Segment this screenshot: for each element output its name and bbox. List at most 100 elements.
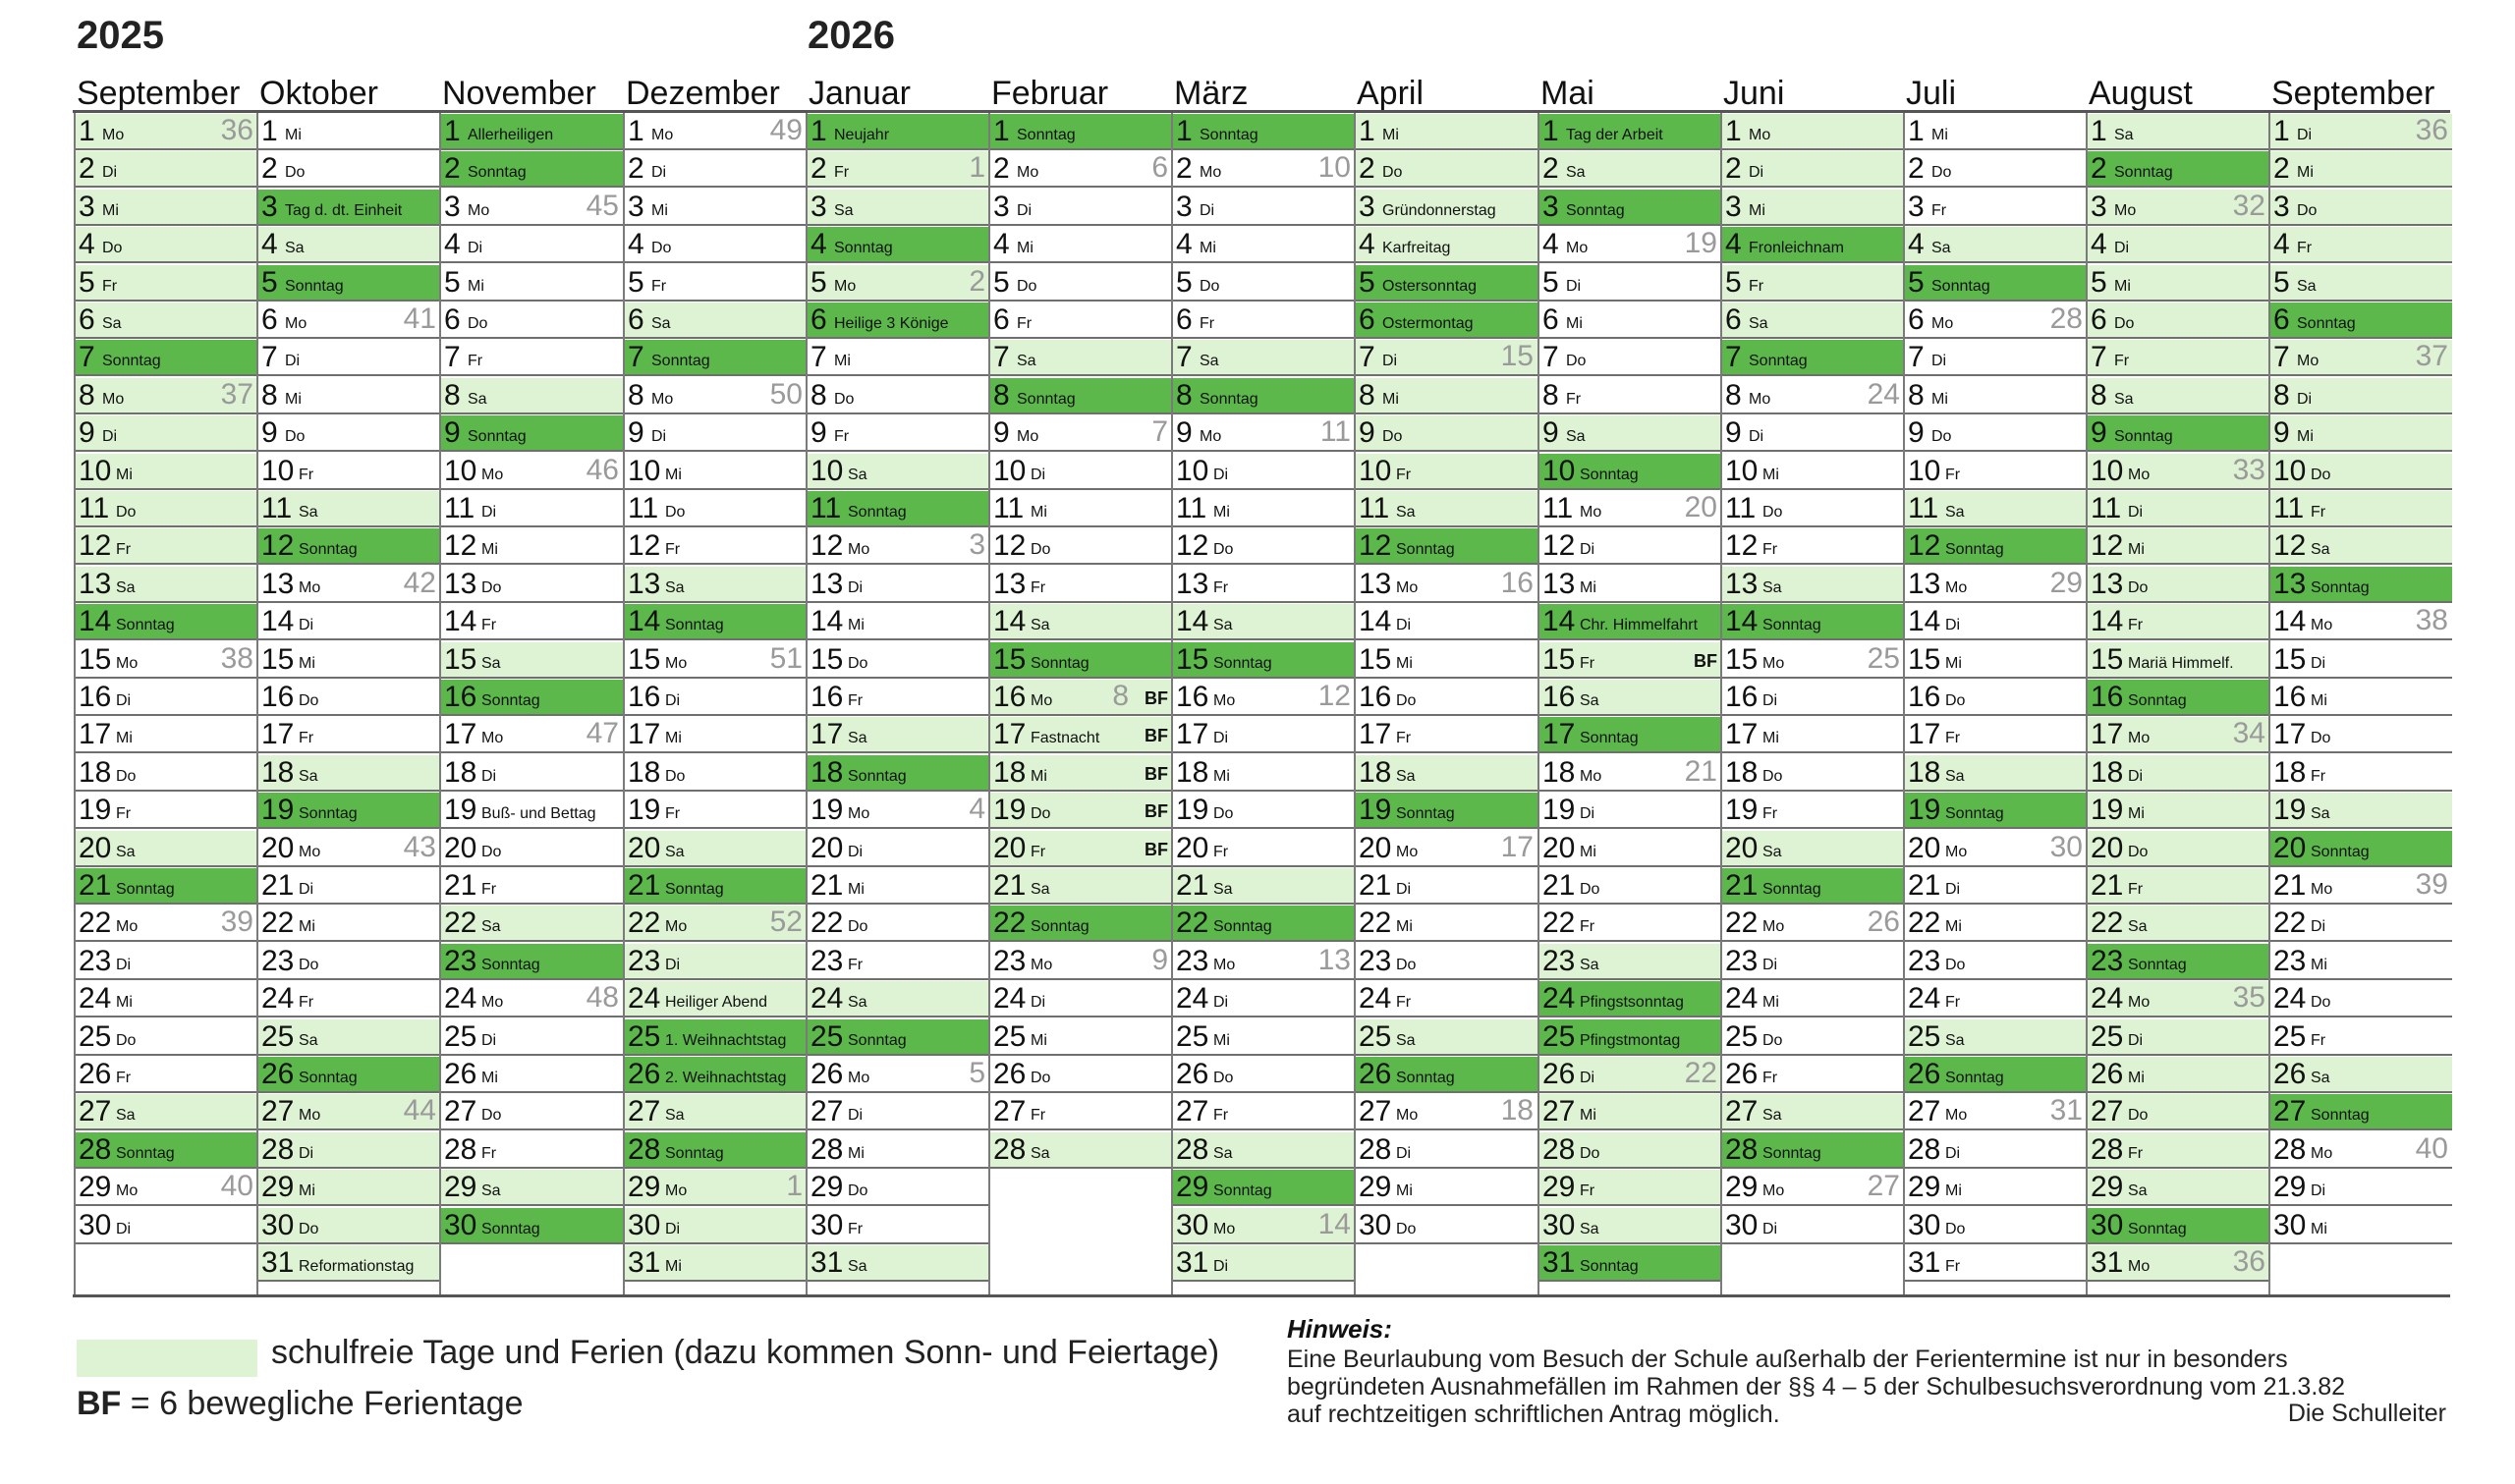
- weekday-label: Di: [1382, 353, 1398, 369]
- day-number: 17: [1725, 718, 1759, 750]
- weekday-label: Sa: [665, 579, 685, 596]
- day-number: 14: [79, 605, 112, 637]
- week-number: 37: [220, 378, 253, 411]
- day-cell: 2 Mo 10: [1172, 151, 1355, 188]
- day-number: 17: [810, 718, 844, 750]
- day-cell: 25 Do: [75, 1019, 257, 1056]
- day-cell: 14 Sa: [1172, 604, 1355, 640]
- day-number: 15: [444, 643, 477, 676]
- weekday-label: Sonntag: [1031, 655, 1090, 672]
- day-number: 15: [2273, 643, 2307, 676]
- weekday-label: Mo: [1566, 240, 1589, 256]
- day-number: 26: [1176, 1058, 1209, 1090]
- day-cell: 15 Sa: [440, 642, 623, 679]
- week-number: 24: [1867, 378, 1900, 411]
- day-cell: 7 Fr: [2087, 340, 2269, 376]
- day-number: 20: [628, 832, 661, 864]
- day-number: 19: [2091, 794, 2124, 826]
- weekday-label: Di: [1200, 202, 1215, 219]
- weekday-label: Di: [1031, 467, 1046, 483]
- day-number: 31: [2091, 1246, 2124, 1279]
- week-number: 11: [1319, 415, 1351, 448]
- day-cell: 20 Mo 17: [1355, 831, 1537, 867]
- weekday-label: Di: [848, 1107, 864, 1124]
- weekday-label: Fr: [1200, 315, 1215, 332]
- day-cell: 2 Sonntag: [440, 151, 623, 188]
- weekday-label: Mo: [1945, 844, 1968, 860]
- weekday-label: Do: [1566, 353, 1587, 369]
- day-number: 18: [628, 756, 661, 789]
- day-number: 3: [1359, 191, 1375, 223]
- weekday-label: Mo: [1762, 1182, 1785, 1199]
- weekday-label: Mi: [299, 1182, 315, 1199]
- weekday-label: Mi: [481, 541, 498, 558]
- weekday-label: Do: [116, 504, 137, 521]
- weekday-label: Do: [665, 768, 686, 785]
- weekday-label: Sonntag: [848, 768, 907, 785]
- day-cell: 3 Mi: [75, 190, 257, 226]
- day-cell: 12 Do: [1172, 528, 1355, 565]
- day-cell: 22 Fr: [1538, 906, 1721, 942]
- day-cell: 17 Fr: [257, 717, 440, 753]
- day-cell: 29 Mi: [1904, 1170, 2087, 1206]
- day-cell: 17 Fastnacht BF: [989, 717, 1172, 753]
- week-number: 36: [2415, 114, 2448, 146]
- day-cell: 25 Sa: [1355, 1019, 1537, 1056]
- day-cell: 24 Fr: [257, 981, 440, 1017]
- day-cell: 14 Sonntag: [624, 604, 807, 640]
- weekday-label: Mi: [1031, 768, 1047, 785]
- weekday-label: Mi: [2128, 541, 2145, 558]
- day-number: 25: [2273, 1020, 2307, 1053]
- day-number: 4: [2091, 228, 2107, 260]
- day-cell: 22 Di: [2269, 906, 2452, 942]
- day-cell: 16 Di: [75, 680, 257, 716]
- week-number: 9: [1151, 944, 1168, 976]
- day-cell: 25 Sa: [257, 1019, 440, 1056]
- day-number: 13: [2273, 568, 2307, 600]
- month-name: August: [2089, 75, 2193, 112]
- weekday-label: Do: [2297, 202, 2318, 219]
- day-number: 28: [2091, 1133, 2124, 1166]
- day-cell: 4 Fronleichnam: [1721, 227, 1904, 263]
- day-cell: 12 Sonntag: [1355, 528, 1537, 565]
- day-number: 29: [1176, 1171, 1209, 1203]
- day-number: 23: [810, 945, 844, 977]
- week-number: 20: [1684, 491, 1717, 523]
- day-number: 19: [444, 794, 477, 826]
- weekday-label: Ostersonntag: [1382, 278, 1478, 295]
- weekday-label: Fr: [116, 541, 132, 558]
- weekday-label: Mo: [1200, 164, 1222, 181]
- day-number: 1: [993, 115, 1010, 147]
- weekday-label: Mo: [1200, 428, 1222, 445]
- column-separator: [1354, 113, 1356, 1296]
- day-number: 3: [628, 191, 644, 223]
- week-number: 14: [1317, 1208, 1351, 1240]
- weekday-label: Mi: [1031, 1032, 1047, 1049]
- day-cell: 22 Mo 26: [1721, 906, 1904, 942]
- day-cell: 29 Fr: [1538, 1170, 1721, 1206]
- day-cell: 15 Mo 38: [75, 642, 257, 679]
- weekday-label: Sa: [2311, 541, 2330, 558]
- day-number: 17: [1359, 718, 1392, 750]
- day-cell: 10 Fr: [1355, 454, 1537, 490]
- day-cell: 23 Di: [1721, 944, 1904, 980]
- weekday-label: Sonntag: [116, 881, 175, 898]
- day-number: 15: [261, 643, 295, 676]
- day-cell: 17 Mi: [1721, 717, 1904, 753]
- day-cell: 17 Do: [2269, 717, 2452, 753]
- weekday-label: Mi: [1213, 504, 1230, 521]
- day-cell: 31 Sonntag: [1538, 1245, 1721, 1282]
- week-number: 6: [1151, 151, 1168, 184]
- day-cell: 5 Di: [1538, 265, 1721, 302]
- day-number: 30: [2273, 1209, 2307, 1241]
- weekday-label: Di: [2311, 655, 2326, 672]
- weekday-label: Sa: [2114, 127, 2134, 143]
- day-cell: 14 Fr: [2087, 604, 2269, 640]
- day-cell: 10 Di: [1172, 454, 1355, 490]
- day-number: 16: [2091, 681, 2124, 713]
- day-cell: 26 Sonntag: [257, 1057, 440, 1093]
- weekday-label: Do: [1382, 164, 1403, 181]
- weekday-label: Do: [1382, 428, 1403, 445]
- day-cell: 29 Mo 27: [1721, 1170, 1904, 1206]
- day-number: 28: [1542, 1133, 1576, 1166]
